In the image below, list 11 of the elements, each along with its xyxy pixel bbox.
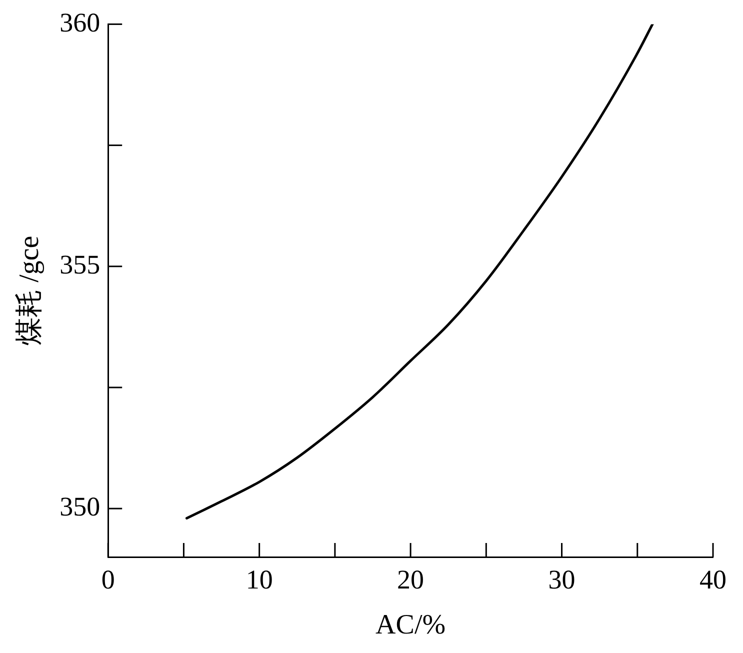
y-tick-label: 360 [60, 7, 100, 38]
x-tick-label: 10 [246, 564, 273, 594]
x-tick-label: 0 [101, 564, 115, 594]
y-tick-label: 350 [60, 492, 100, 522]
y-axis-title: 煤耗 /gce [14, 236, 46, 346]
x-tick-label: 40 [700, 564, 726, 594]
line-series [185, 24, 654, 520]
x-tick-label: 20 [397, 564, 424, 594]
x-tick-label: 30 [548, 564, 576, 594]
y-tick-label: 355 [60, 249, 100, 280]
x-axis-title: AC/% [376, 610, 446, 641]
